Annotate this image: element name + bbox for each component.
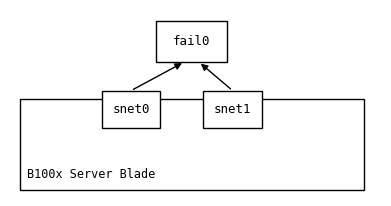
Bar [102,91,160,128]
Bar [156,21,227,62]
Text: snet0: snet0 [112,103,150,116]
Bar [20,99,364,190]
Text: snet1: snet1 [214,103,251,116]
Text: B100x Server Blade: B100x Server Blade [27,168,156,181]
Text: fail0: fail0 [173,35,210,48]
Bar [203,91,262,128]
